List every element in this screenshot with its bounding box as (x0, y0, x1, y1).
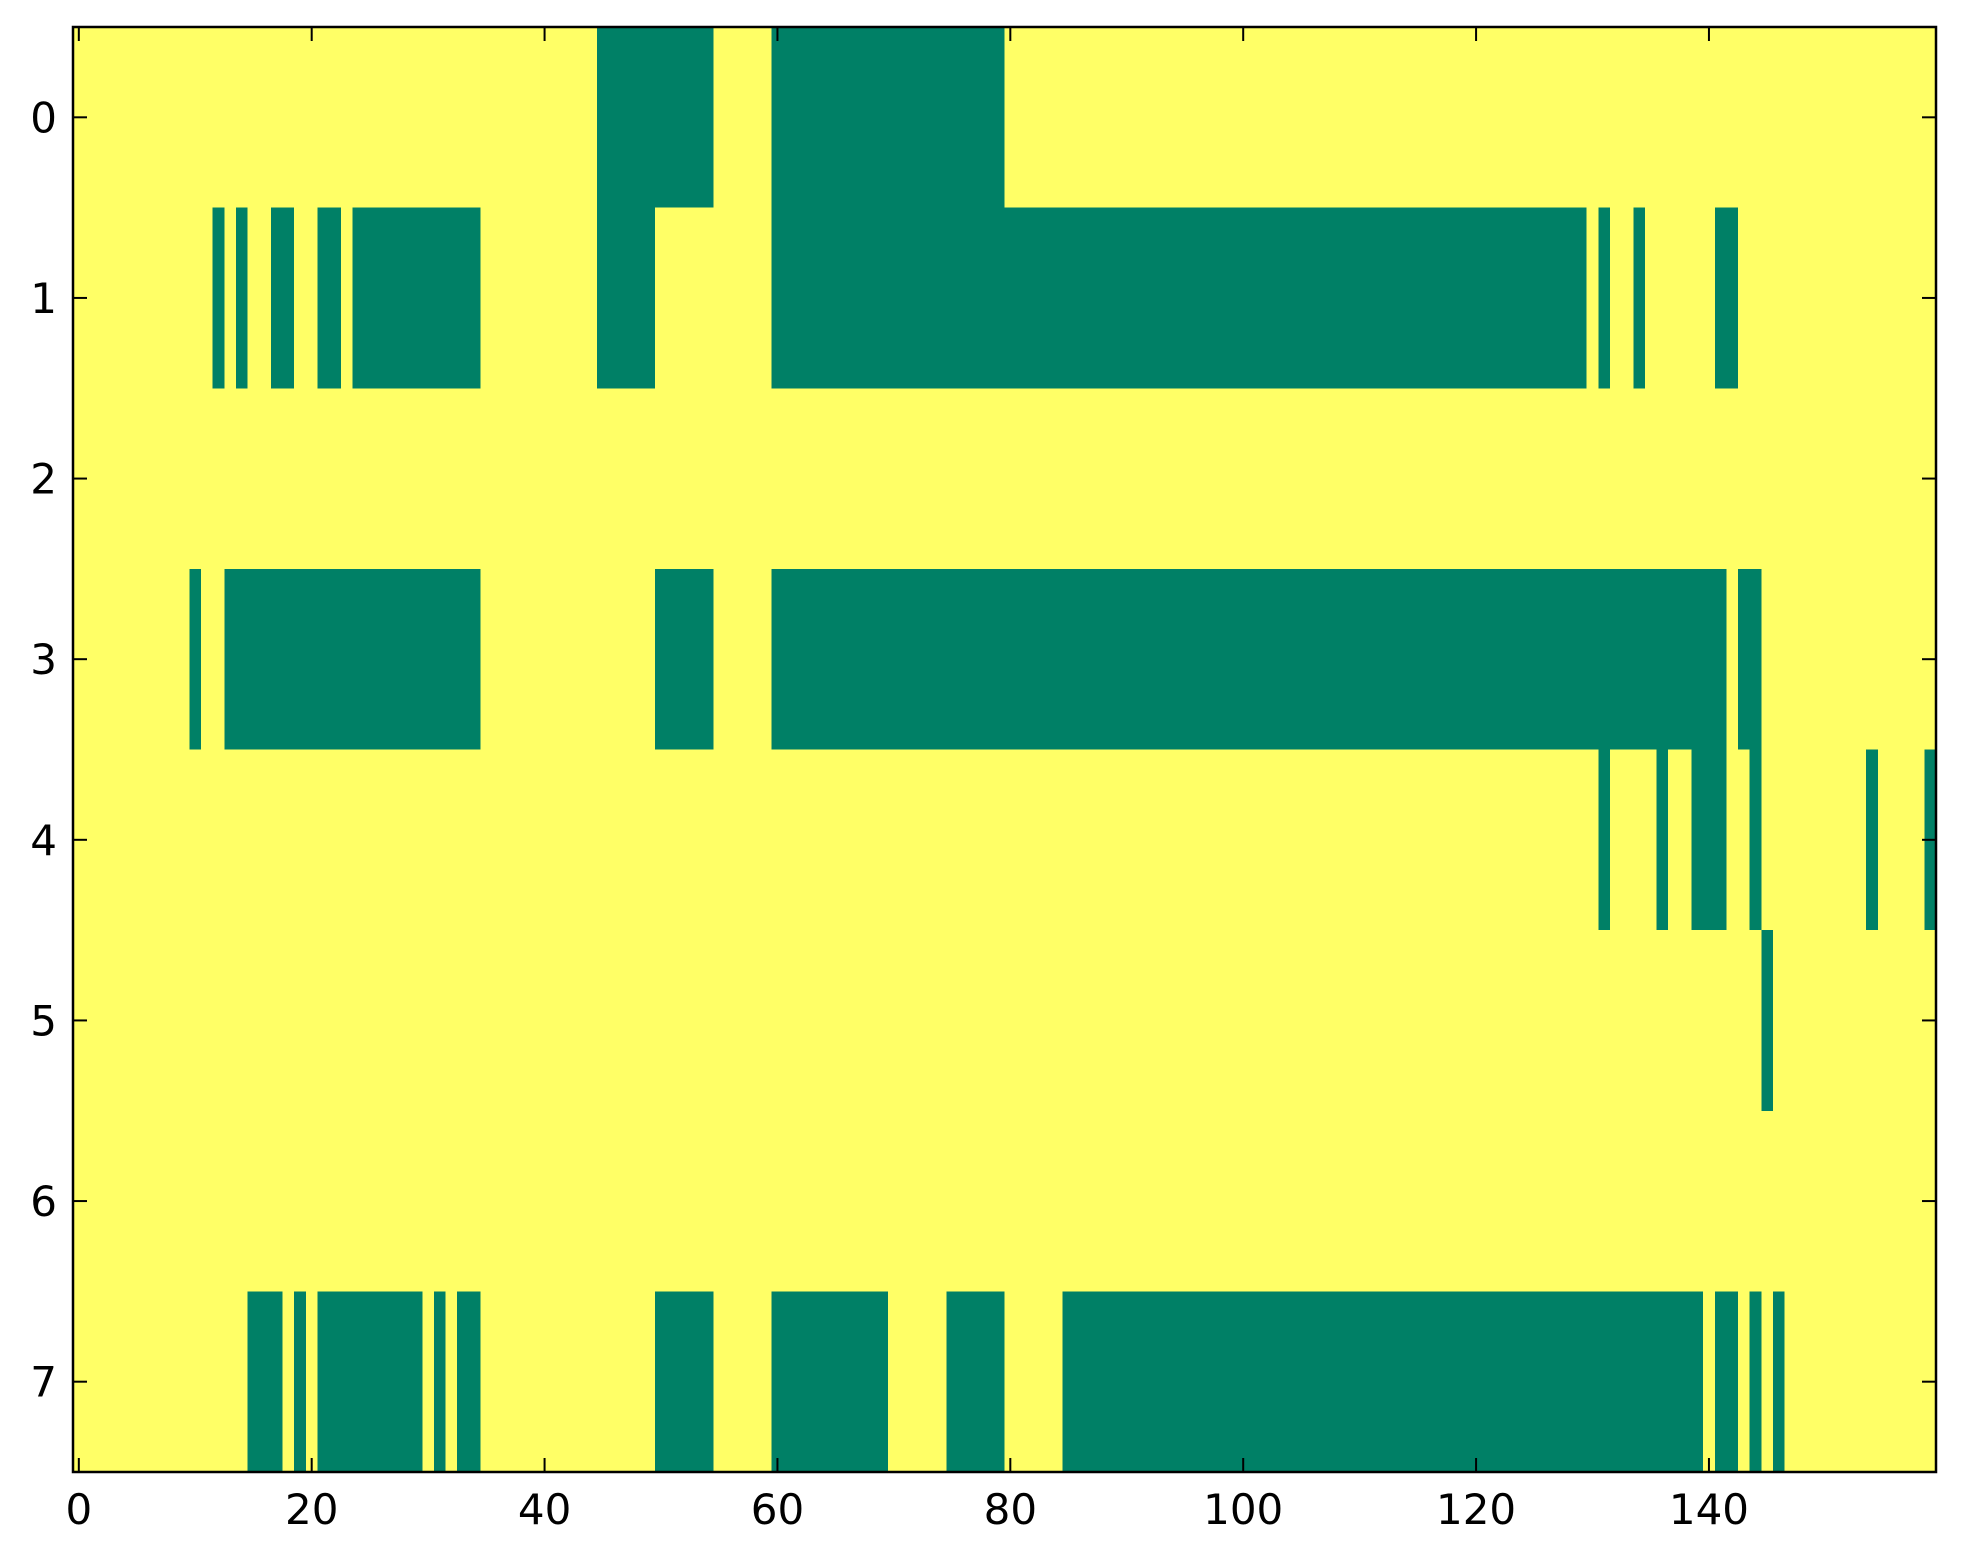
x-tick-label: 0 (65, 1485, 92, 1534)
heatmap-cell-row-7-cols-21-29 (317, 1291, 423, 1473)
y-tick-label: 2 (30, 455, 57, 504)
heatmap-cell-row-7-cols-50-54 (655, 1291, 714, 1473)
heatmap-cell-row-7-cols-146-146 (1772, 1291, 1785, 1473)
x-tick-label: 80 (984, 1485, 1037, 1534)
heatmap-cell-row-7-cols-60-69 (771, 1291, 889, 1473)
heatmap-cell-row-4-cols-154-154 (1866, 749, 1878, 931)
y-tick-label: 6 (30, 1177, 57, 1226)
y-tick-label: 7 (30, 1358, 57, 1407)
x-tick-label: 120 (1436, 1485, 1516, 1534)
heatmap-cells (189, 27, 1936, 1473)
heatmap-cell-row-1-cols-134-134 (1633, 207, 1645, 389)
heatmap-cell-row-1-cols-12-12 (212, 207, 225, 389)
heatmap-cell-row-7-cols-15-17 (247, 1291, 283, 1473)
heatmap-cell-row-4-cols-139-141 (1691, 749, 1727, 931)
heatmap-cell-row-3-cols-143-144 (1738, 568, 1762, 750)
x-tick-label: 140 (1669, 1485, 1749, 1534)
heatmap-cell-row-7-cols-19-19 (294, 1291, 306, 1473)
y-tick-label: 5 (30, 996, 57, 1045)
y-tick-label: 0 (30, 93, 57, 142)
x-tick-label: 60 (751, 1485, 804, 1534)
heatmap-cell-row-7-cols-33-34 (457, 1291, 481, 1473)
heatmap-cell-row-3-cols-60-141 (771, 568, 1727, 750)
heatmap-cell-row-3-cols-50-54 (655, 568, 714, 750)
heatmap-cell-row-1-cols-45-49 (596, 207, 656, 389)
heatmap-cell-row-1-cols-60-129 (771, 207, 1587, 389)
heatmap-cell-row-0-cols-60-79 (771, 27, 1005, 208)
heatmap-cell-row-3-cols-13-34 (224, 568, 481, 750)
heatmap-cell-row-3-cols-10-10 (189, 568, 202, 750)
heatmap-cell-row-7-cols-85-139 (1062, 1291, 1704, 1473)
heatmap-cell-row-4-cols-144-144 (1749, 749, 1762, 931)
heatmap-cell-row-1-cols-21-22 (317, 207, 341, 389)
y-tick-label: 3 (30, 635, 57, 684)
heatmap-cell-row-5-cols-145-145 (1761, 930, 1773, 1111)
heatmap-cell-row-1-cols-131-131 (1598, 207, 1610, 389)
heatmap-cell-row-7-cols-141-142 (1714, 1291, 1739, 1473)
x-tick-label: 20 (285, 1485, 338, 1534)
x-tick-label: 40 (518, 1485, 571, 1534)
x-axis-ticks: 0 20 40 60 80 100 120 140 (65, 27, 1749, 1534)
heatmap-cell-row-7-cols-31-31 (433, 1291, 446, 1473)
plot-frame (71, 25, 1938, 1474)
heatmap-cell-row-1-cols-14-14 (236, 207, 248, 389)
axes: 0 20 40 60 80 100 120 140 0 1 2 3 4 5 6 7 (30, 25, 1938, 1534)
heatmap-cell-row-0-cols-45-54 (596, 27, 714, 208)
heatmap-cell-row-4-cols-136-136 (1656, 749, 1669, 931)
heatmap-cell-row-4-cols-131-131 (1598, 749, 1610, 931)
y-tick-label: 1 (30, 274, 57, 323)
y-tick-label: 4 (30, 816, 57, 865)
heatmap-cell-row-1-cols-24-34 (352, 207, 481, 389)
heatmap-cell-row-7-cols-144-144 (1749, 1291, 1762, 1473)
plot-area (73, 27, 1936, 1473)
y-axis-ticks: 0 1 2 3 4 5 6 7 (30, 93, 1936, 1407)
heatmap-cell-row-1-cols-141-142 (1714, 207, 1739, 389)
heatmap-cell-row-7-cols-75-79 (946, 1291, 1005, 1473)
heatmap-cell-row-1-cols-17-18 (270, 207, 295, 389)
x-tick-label: 100 (1203, 1485, 1283, 1534)
